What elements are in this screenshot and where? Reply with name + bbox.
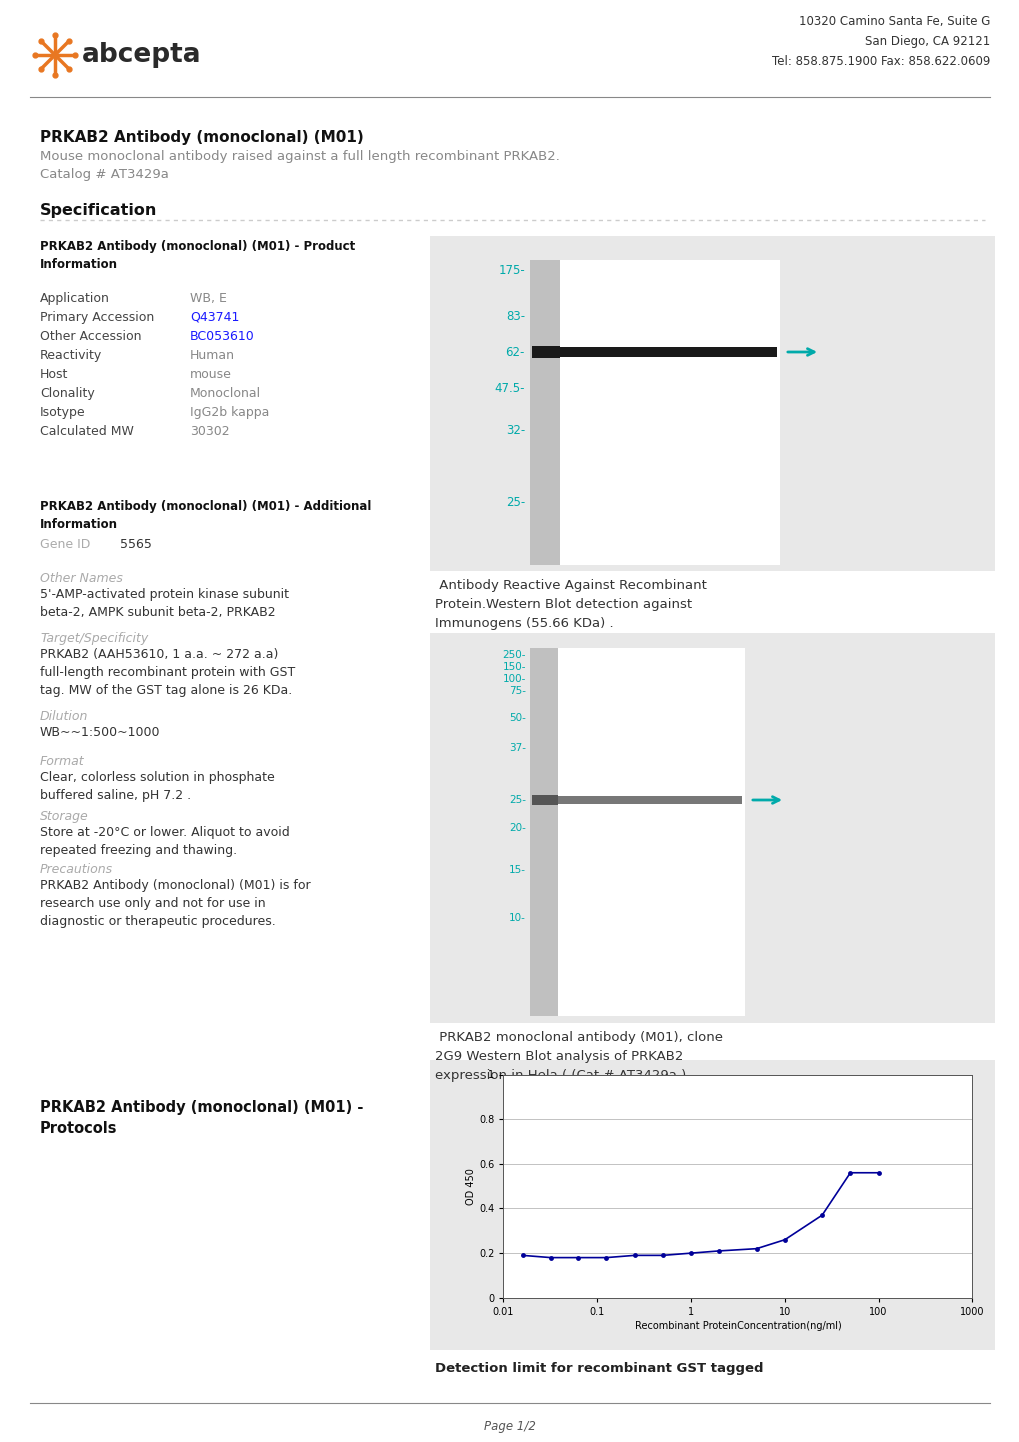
Text: 150-: 150- <box>502 662 526 672</box>
Text: 47.5-: 47.5- <box>494 382 525 395</box>
Text: PRKAB2 Antibody (monoclonal) (M01): PRKAB2 Antibody (monoclonal) (M01) <box>40 130 364 146</box>
Text: 10-: 10- <box>508 913 526 923</box>
Text: 32-: 32- <box>505 424 525 437</box>
Text: Q43741: Q43741 <box>190 311 239 324</box>
Text: 62-: 62- <box>505 346 525 359</box>
Bar <box>532 795 557 805</box>
Bar <box>430 236 994 571</box>
Text: 5565: 5565 <box>120 538 152 551</box>
Text: Specification: Specification <box>40 203 157 218</box>
Text: Dilution: Dilution <box>40 709 89 722</box>
Text: 175-: 175- <box>497 264 525 277</box>
Text: PRKAB2 Antibody (monoclonal) (M01) -
Protocols: PRKAB2 Antibody (monoclonal) (M01) - Pro… <box>40 1100 363 1136</box>
Text: Precautions: Precautions <box>40 862 113 875</box>
Text: 50-: 50- <box>508 712 526 722</box>
Text: Target/Specificity: Target/Specificity <box>40 632 148 645</box>
Text: 20-: 20- <box>508 823 526 833</box>
Text: Primary Accession: Primary Accession <box>40 311 154 324</box>
Text: Monoclonal: Monoclonal <box>190 386 261 399</box>
Text: Clear, colorless solution in phosphate
buffered saline, pH 7.2 .: Clear, colorless solution in phosphate b… <box>40 771 274 802</box>
Bar <box>530 647 744 1017</box>
Text: Mouse monoclonal antibody raised against a full length recombinant PRKAB2.: Mouse monoclonal antibody raised against… <box>40 150 559 163</box>
Text: WB~~1:500~1000: WB~~1:500~1000 <box>40 725 160 738</box>
Text: PRKAB2 monoclonal antibody (M01), clone
2G9 Western Blot analysis of PRKAB2
expr: PRKAB2 monoclonal antibody (M01), clone … <box>434 1031 722 1082</box>
Text: BC053610: BC053610 <box>190 330 255 343</box>
Text: 83-: 83- <box>505 310 525 323</box>
Text: mouse: mouse <box>190 368 231 381</box>
Text: 250-: 250- <box>502 650 526 660</box>
Bar <box>430 1060 994 1350</box>
Bar <box>530 647 557 1017</box>
Text: PRKAB2 Antibody (monoclonal) (M01) is for
research use only and not for use in
d: PRKAB2 Antibody (monoclonal) (M01) is fo… <box>40 880 311 929</box>
Bar <box>532 346 559 358</box>
Text: 30302: 30302 <box>190 425 229 438</box>
Text: 5'-AMP-activated protein kinase subunit
beta-2, AMPK subunit beta-2, PRKAB2: 5'-AMP-activated protein kinase subunit … <box>40 588 288 619</box>
Text: PRKAB2 Antibody (monoclonal) (M01) - Additional
Information: PRKAB2 Antibody (monoclonal) (M01) - Add… <box>40 500 371 531</box>
Text: 15-: 15- <box>508 865 526 875</box>
Text: Detection limit for recombinant GST tagged: Detection limit for recombinant GST tagg… <box>434 1363 763 1376</box>
Text: 10320 Camino Santa Fe, Suite G
San Diego, CA 92121
Tel: 858.875.1900 Fax: 858.62: 10320 Camino Santa Fe, Suite G San Diego… <box>770 14 989 68</box>
Bar <box>557 796 741 805</box>
Text: Storage: Storage <box>40 810 89 823</box>
Text: Host: Host <box>40 368 68 381</box>
Bar <box>530 260 780 565</box>
Text: Format: Format <box>40 756 85 769</box>
Text: PRKAB2 Antibody (monoclonal) (M01) - Product
Information: PRKAB2 Antibody (monoclonal) (M01) - Pro… <box>40 239 355 271</box>
Text: Application: Application <box>40 291 110 306</box>
Text: Page 1/2: Page 1/2 <box>484 1420 535 1433</box>
Text: Clonality: Clonality <box>40 386 95 399</box>
Bar <box>430 633 994 1022</box>
Text: 25-: 25- <box>508 795 526 805</box>
Text: Calculated MW: Calculated MW <box>40 425 133 438</box>
X-axis label: Recombinant ProteinConcentration(ng/ml): Recombinant ProteinConcentration(ng/ml) <box>634 1321 841 1331</box>
Text: 25-: 25- <box>505 496 525 509</box>
Text: Store at -20°C or lower. Aliquot to avoid
repeated freezing and thawing.: Store at -20°C or lower. Aliquot to avoi… <box>40 826 289 857</box>
Text: Other Accession: Other Accession <box>40 330 142 343</box>
Text: WB, E: WB, E <box>190 291 226 306</box>
Text: Other Names: Other Names <box>40 572 122 585</box>
Text: Human: Human <box>190 349 234 362</box>
Text: 75-: 75- <box>508 686 526 696</box>
Text: abcepta: abcepta <box>82 42 202 68</box>
Bar <box>530 260 559 565</box>
Text: Gene ID: Gene ID <box>40 538 91 551</box>
Text: Antibody Reactive Against Recombinant
Protein.Western Blot detection against
Imm: Antibody Reactive Against Recombinant Pr… <box>434 580 706 630</box>
Text: 37-: 37- <box>508 743 526 753</box>
Text: Reactivity: Reactivity <box>40 349 102 362</box>
Text: PRKAB2 (AAH53610, 1 a.a. ~ 272 a.a)
full-length recombinant protein with GST
tag: PRKAB2 (AAH53610, 1 a.a. ~ 272 a.a) full… <box>40 647 294 696</box>
Text: Catalog # AT3429a: Catalog # AT3429a <box>40 169 169 182</box>
Text: 100-: 100- <box>502 673 526 684</box>
Text: Isotype: Isotype <box>40 407 86 420</box>
Text: IgG2b kappa: IgG2b kappa <box>190 407 269 420</box>
Bar <box>559 348 776 358</box>
Y-axis label: OD 450: OD 450 <box>466 1168 476 1204</box>
